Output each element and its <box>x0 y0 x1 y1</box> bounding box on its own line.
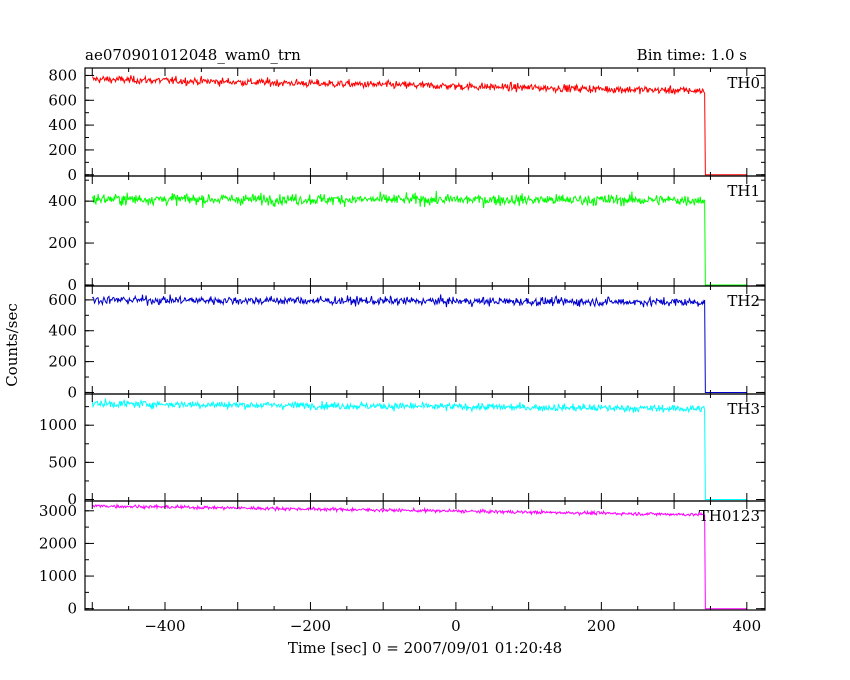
y-tick-label: 0 <box>67 166 77 184</box>
y-axis-label: Counts/sec <box>3 303 21 387</box>
y-tick-label: 400 <box>48 192 77 210</box>
bin-time-label: Bin time: 1.0 s <box>637 46 747 64</box>
x-tick-label: 200 <box>587 617 616 635</box>
panel-th0: 0 200 400 600 800 TH0 <box>48 66 766 184</box>
y-tick-label: 0 <box>67 276 77 294</box>
panel-frame <box>84 500 766 611</box>
y-tick-label: 0 <box>67 383 77 401</box>
panel-label: TH3 <box>727 400 760 418</box>
y-tick-label: 2000 <box>39 534 77 552</box>
y-tick-label: 600 <box>48 91 77 109</box>
x-tick-label: 0 <box>451 617 461 635</box>
y-tick-label: 400 <box>48 116 77 134</box>
y-tick-label: 600 <box>48 291 77 309</box>
y-tick-label: 200 <box>48 141 77 159</box>
x-tick-label: 400 <box>732 617 761 635</box>
x-axis-ticks: −400 −200 0 200 400 <box>144 617 761 635</box>
y-tick-label: 400 <box>48 322 77 340</box>
y-tick-label: 3000 <box>39 502 77 520</box>
panel-th3: 0 500 1000 TH3 <box>39 393 766 509</box>
y-tick-label: 200 <box>48 353 77 371</box>
panel-th2: 0 200 400 600 TH2 <box>48 285 766 401</box>
series-th3 <box>91 398 747 501</box>
y-tick-label: 0 <box>67 600 77 618</box>
y-tick-label: 1000 <box>39 567 77 585</box>
y-tick-label: 200 <box>48 234 77 252</box>
panel-label: TH0 <box>727 74 760 92</box>
panel-label: TH2 <box>727 292 760 310</box>
x-tick-label: −200 <box>290 617 331 635</box>
panel-label: TH0123 <box>699 507 760 525</box>
x-tick-label: −400 <box>144 617 185 635</box>
panel-frame <box>84 175 766 287</box>
y-tick-label: 500 <box>48 453 77 471</box>
y-tick-label: 0 <box>67 491 77 509</box>
panel-label: TH1 <box>727 182 760 200</box>
panel-th0123: 0 1000 2000 3000 TH0123 <box>39 500 766 618</box>
y-tick-label: 800 <box>48 66 77 84</box>
panel-th1: 0 200 400 TH1 <box>48 175 766 294</box>
x-axis-label: Time [sec] 0 = 2007/09/01 01:20:48 <box>288 639 562 657</box>
series-th1 <box>91 190 747 286</box>
series-th2 <box>91 294 747 393</box>
y-tick-label: 1000 <box>39 416 77 434</box>
series-th0 <box>91 74 747 176</box>
chart-title: ae070901012048_wam0_trn <box>85 46 301 64</box>
series-th0123 <box>92 502 747 610</box>
